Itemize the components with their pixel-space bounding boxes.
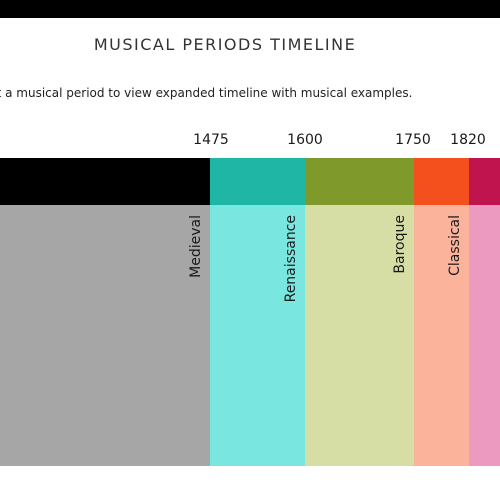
baroque-header-bar[interactable] bbox=[305, 158, 414, 205]
renaissance-label: Renaissance bbox=[283, 215, 299, 303]
top-bar bbox=[0, 0, 500, 18]
romantic-header-bar[interactable] bbox=[469, 158, 500, 205]
medieval-period-column[interactable]: Medieval bbox=[0, 205, 210, 466]
medieval-label: Medieval bbox=[188, 215, 204, 278]
classical-header-bar[interactable] bbox=[414, 158, 469, 205]
year-1750: 1750 bbox=[395, 132, 431, 148]
medieval-header-bar[interactable] bbox=[0, 158, 210, 205]
year-1820: 1820 bbox=[450, 132, 486, 148]
year-1600: 1600 bbox=[287, 132, 323, 148]
renaissance-period-column[interactable]: Renaissance bbox=[210, 205, 305, 466]
baroque-period-column[interactable]: Baroque bbox=[305, 205, 414, 466]
instruction-text: ct a musical period to view expanded tim… bbox=[0, 86, 413, 100]
page-title: MUSICAL PERIODS TIMELINE bbox=[93, 35, 357, 54]
romantic-period-column[interactable] bbox=[469, 205, 500, 466]
classical-label: Classical bbox=[447, 215, 463, 276]
renaissance-header-bar[interactable] bbox=[210, 158, 305, 205]
year-1475: 1475 bbox=[193, 132, 229, 148]
classical-period-column[interactable]: Classical bbox=[414, 205, 469, 466]
bottom-space bbox=[0, 466, 500, 500]
baroque-label: Baroque bbox=[392, 215, 408, 274]
